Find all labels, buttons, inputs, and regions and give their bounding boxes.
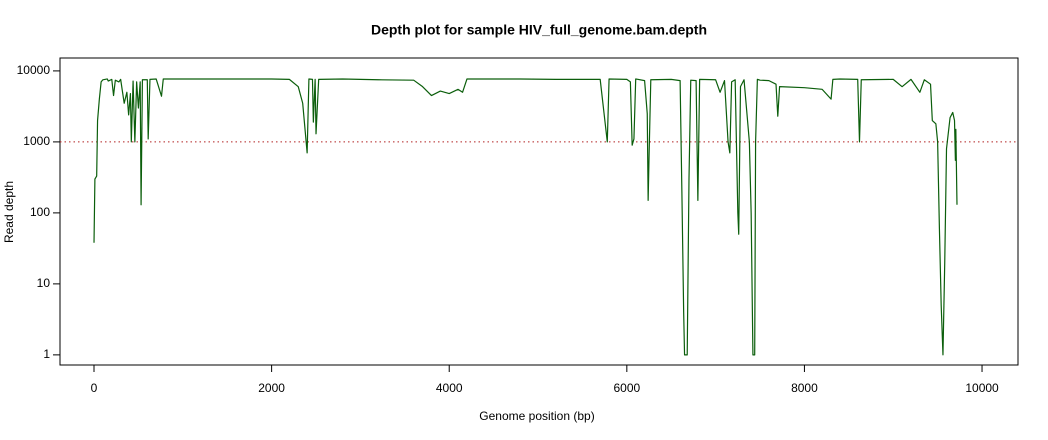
y-tick-label: 100 — [30, 205, 50, 219]
x-tick-label: 6000 — [613, 381, 640, 395]
y-axis-label: Read depth — [2, 181, 16, 243]
x-tick-label: 10000 — [965, 381, 999, 395]
x-tick-label: 8000 — [791, 381, 818, 395]
y-tick-label: 10 — [37, 276, 51, 290]
x-tick-label: 2000 — [258, 381, 285, 395]
chart-title: Depth plot for sample HIV_full_genome.ba… — [371, 22, 707, 38]
plot-frame — [59, 57, 1019, 366]
y-tick-label: 1000 — [23, 134, 50, 148]
x-tick-label: 4000 — [436, 381, 463, 395]
x-axis-label: Genome position (bp) — [479, 409, 594, 423]
x-tick-label: 0 — [91, 381, 98, 395]
depth-line — [93, 78, 958, 356]
y-tick-label: 1 — [43, 347, 50, 361]
y-tick-label: 10000 — [17, 63, 51, 77]
